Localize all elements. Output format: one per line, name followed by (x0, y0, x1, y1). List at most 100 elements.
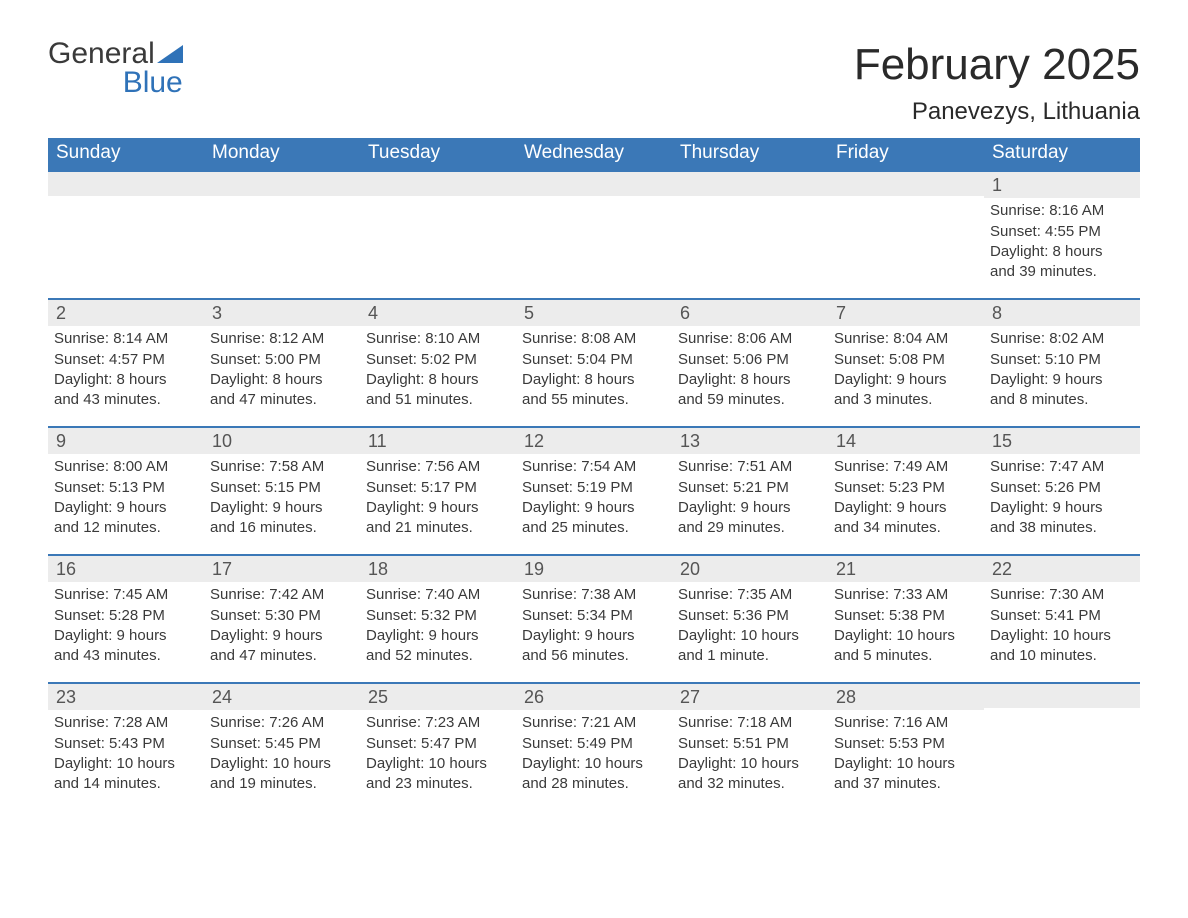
day-number: 5 (524, 303, 534, 323)
sunset-line: Sunset: 5:38 PM (834, 606, 978, 626)
calendar-day: 15Sunrise: 7:47 AMSunset: 5:26 PMDayligh… (984, 428, 1140, 546)
day-number-row: 27 (672, 684, 828, 710)
daylight-line: and 43 minutes. (54, 390, 198, 410)
daylight-line: Daylight: 9 hours (522, 498, 666, 518)
sunrise-line: Sunrise: 7:47 AM (990, 457, 1134, 477)
day-number: 15 (992, 431, 1012, 451)
sunrise-line: Sunrise: 7:18 AM (678, 713, 822, 733)
daylight-line: and 23 minutes. (366, 774, 510, 794)
daylight-line: and 10 minutes. (990, 646, 1134, 666)
daylight-line: and 39 minutes. (990, 262, 1134, 282)
day-number-row: 14 (828, 428, 984, 454)
day-number: 10 (212, 431, 232, 451)
sunset-line: Sunset: 5:17 PM (366, 478, 510, 498)
sunrise-line: Sunrise: 8:08 AM (522, 329, 666, 349)
calendar-day: 10Sunrise: 7:58 AMSunset: 5:15 PMDayligh… (204, 428, 360, 546)
sunset-line: Sunset: 4:57 PM (54, 350, 198, 370)
sunrise-line: Sunrise: 7:51 AM (678, 457, 822, 477)
sunset-line: Sunset: 5:49 PM (522, 734, 666, 754)
daylight-line: Daylight: 9 hours (522, 626, 666, 646)
daylight-line: and 47 minutes. (210, 646, 354, 666)
sunset-line: Sunset: 5:43 PM (54, 734, 198, 754)
calendar-day: 8Sunrise: 8:02 AMSunset: 5:10 PMDaylight… (984, 300, 1140, 418)
day-number-row: 21 (828, 556, 984, 582)
day-number-row: 5 (516, 300, 672, 326)
day-number-row: 9 (48, 428, 204, 454)
daylight-line: Daylight: 9 hours (834, 498, 978, 518)
daylight-line: Daylight: 10 hours (678, 626, 822, 646)
daylight-line: and 28 minutes. (522, 774, 666, 794)
daylight-line: and 51 minutes. (366, 390, 510, 410)
daylight-line: Daylight: 10 hours (990, 626, 1134, 646)
day-number: 19 (524, 559, 544, 579)
day-number: 20 (680, 559, 700, 579)
logo-triangle-icon (157, 41, 183, 66)
sunrise-line: Sunrise: 8:06 AM (678, 329, 822, 349)
daylight-line: and 5 minutes. (834, 646, 978, 666)
sunrise-line: Sunrise: 7:56 AM (366, 457, 510, 477)
day-number-row (828, 172, 984, 196)
calendar-day: 18Sunrise: 7:40 AMSunset: 5:32 PMDayligh… (360, 556, 516, 674)
weekday-header: Monday (204, 138, 360, 170)
calendar-week: 23Sunrise: 7:28 AMSunset: 5:43 PMDayligh… (48, 682, 1140, 802)
daylight-line: Daylight: 10 hours (210, 754, 354, 774)
day-number: 23 (56, 687, 76, 707)
sunrise-line: Sunrise: 8:12 AM (210, 329, 354, 349)
day-number: 14 (836, 431, 856, 451)
sunset-line: Sunset: 5:23 PM (834, 478, 978, 498)
day-number: 9 (56, 431, 66, 451)
title-block: February 2025 Panevezys, Lithuania (854, 40, 1140, 126)
daylight-line: Daylight: 8 hours (54, 370, 198, 390)
day-number-row: 16 (48, 556, 204, 582)
sunset-line: Sunset: 5:10 PM (990, 350, 1134, 370)
day-number: 3 (212, 303, 222, 323)
daylight-line: Daylight: 9 hours (678, 498, 822, 518)
sunset-line: Sunset: 5:15 PM (210, 478, 354, 498)
sunrise-line: Sunrise: 7:35 AM (678, 585, 822, 605)
calendar-day: 17Sunrise: 7:42 AMSunset: 5:30 PMDayligh… (204, 556, 360, 674)
calendar-day: 6Sunrise: 8:06 AMSunset: 5:06 PMDaylight… (672, 300, 828, 418)
calendar-day: 13Sunrise: 7:51 AMSunset: 5:21 PMDayligh… (672, 428, 828, 546)
daylight-line: Daylight: 9 hours (210, 626, 354, 646)
calendar-day: 27Sunrise: 7:18 AMSunset: 5:51 PMDayligh… (672, 684, 828, 802)
day-number-row: 11 (360, 428, 516, 454)
calendar-day: 20Sunrise: 7:35 AMSunset: 5:36 PMDayligh… (672, 556, 828, 674)
day-number-row (48, 172, 204, 196)
sunrise-line: Sunrise: 8:00 AM (54, 457, 198, 477)
calendar-week: 2Sunrise: 8:14 AMSunset: 4:57 PMDaylight… (48, 298, 1140, 418)
day-number: 27 (680, 687, 700, 707)
daylight-line: and 12 minutes. (54, 518, 198, 538)
day-number: 26 (524, 687, 544, 707)
daylight-line: Daylight: 9 hours (54, 626, 198, 646)
calendar-day: 28Sunrise: 7:16 AMSunset: 5:53 PMDayligh… (828, 684, 984, 802)
day-number: 16 (56, 559, 76, 579)
day-number-row (984, 684, 1140, 708)
calendar-day: 9Sunrise: 8:00 AMSunset: 5:13 PMDaylight… (48, 428, 204, 546)
sunrise-line: Sunrise: 7:58 AM (210, 457, 354, 477)
daylight-line: and 1 minute. (678, 646, 822, 666)
daylight-line: and 29 minutes. (678, 518, 822, 538)
daylight-line: Daylight: 10 hours (834, 626, 978, 646)
day-number: 22 (992, 559, 1012, 579)
daylight-line: Daylight: 10 hours (834, 754, 978, 774)
sunset-line: Sunset: 5:28 PM (54, 606, 198, 626)
calendar-week: 16Sunrise: 7:45 AMSunset: 5:28 PMDayligh… (48, 554, 1140, 674)
daylight-line: and 19 minutes. (210, 774, 354, 794)
sunset-line: Sunset: 5:21 PM (678, 478, 822, 498)
daylight-line: and 32 minutes. (678, 774, 822, 794)
day-number: 7 (836, 303, 846, 323)
page-header: General Blue February 2025 Panevezys, Li… (48, 40, 1140, 126)
sunset-line: Sunset: 5:53 PM (834, 734, 978, 754)
calendar-day: 2Sunrise: 8:14 AMSunset: 4:57 PMDaylight… (48, 300, 204, 418)
sunrise-line: Sunrise: 8:02 AM (990, 329, 1134, 349)
day-number-row: 22 (984, 556, 1140, 582)
sunrise-line: Sunrise: 7:21 AM (522, 713, 666, 733)
daylight-line: and 52 minutes. (366, 646, 510, 666)
calendar-day: 19Sunrise: 7:38 AMSunset: 5:34 PMDayligh… (516, 556, 672, 674)
day-number-row (360, 172, 516, 196)
daylight-line: Daylight: 8 hours (210, 370, 354, 390)
sunset-line: Sunset: 5:41 PM (990, 606, 1134, 626)
daylight-line: and 59 minutes. (678, 390, 822, 410)
day-number-row: 23 (48, 684, 204, 710)
daylight-line: and 3 minutes. (834, 390, 978, 410)
